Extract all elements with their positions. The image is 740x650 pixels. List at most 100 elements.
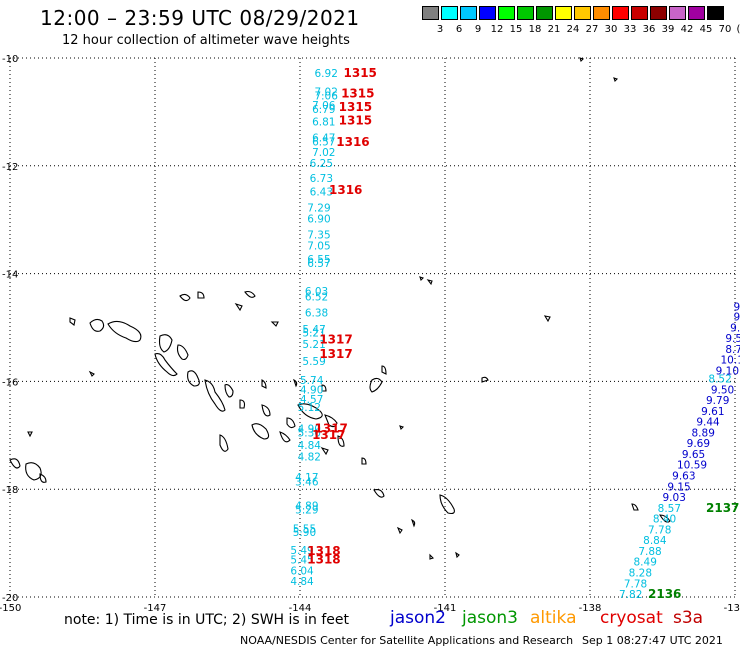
island <box>179 293 191 302</box>
wave-height-label: 6.73 <box>310 173 333 185</box>
wave-height-label: 9.65 <box>682 449 705 461</box>
wave-height-label: 4.17 <box>295 472 318 484</box>
island <box>25 462 42 481</box>
wave-height-label: 4.84 <box>290 576 314 588</box>
wave-height-label: 6.38 <box>305 308 328 320</box>
wave-height-label: 1318 <box>307 553 340 567</box>
island <box>659 514 671 523</box>
wave-height-label: 4.90 <box>298 424 321 436</box>
island <box>27 431 33 438</box>
island <box>293 378 298 388</box>
island <box>88 370 95 377</box>
scale-label: 70 <box>718 24 732 35</box>
legend-entry: cryosat <box>600 608 663 628</box>
island <box>337 435 345 447</box>
legend-entry: altika <box>530 608 577 628</box>
island <box>219 434 229 452</box>
island <box>234 302 243 312</box>
scale-label: 24 <box>566 24 580 35</box>
scale-swatch <box>650 6 667 20</box>
scale-label: 6 <box>455 24 463 35</box>
wave-height-label: 9.92 <box>734 311 740 323</box>
wave-height-label: 9.69 <box>687 438 710 450</box>
wave-height-label: 9.63 <box>672 470 695 482</box>
wave-height-label: 5.30 <box>298 427 321 439</box>
wave-height-label: 7.78 <box>624 578 647 590</box>
wave-height-label: 5.55 <box>293 523 316 535</box>
scale-label: 33 <box>623 24 637 35</box>
island <box>613 77 619 83</box>
map-grid: -150 -147 -144 -141 -138 -135 -10 -12 -14 -16 -18 -… <box>0 54 740 614</box>
island <box>224 384 234 398</box>
island <box>239 399 246 409</box>
wave-height-label: 8.70 <box>725 344 740 356</box>
island <box>396 526 403 535</box>
wave-height-label: 1316 <box>336 135 369 149</box>
scale-swatch <box>460 6 477 20</box>
wave-height-label: 7.02 <box>312 147 335 159</box>
scale-label: 45 <box>699 24 713 35</box>
wave-height-label: 4.90 <box>300 384 323 396</box>
wave-height-label: 7.88 <box>638 546 661 558</box>
wave-height-label: 4.82 <box>298 452 321 464</box>
wave-height-label: 8.40 <box>653 514 676 526</box>
wave-height-label: 1317 <box>319 347 352 361</box>
wave-height-label: 6.57 <box>307 258 330 270</box>
page-title: 12:00 – 23:59 UTC 08/29/2021 <box>40 6 360 30</box>
wave-height-label: 6.92 <box>315 68 338 80</box>
lon-tick-label: -147 <box>144 603 167 614</box>
lat-tick-label: -10 <box>2 54 18 65</box>
scale-swatch <box>593 6 610 20</box>
island <box>324 414 338 428</box>
wave-height-label: 9.80 <box>730 322 740 334</box>
wave-height-label: 6.79 <box>312 104 335 116</box>
island <box>543 315 551 323</box>
island <box>439 494 455 515</box>
wave-height-label: 9.61 <box>701 406 724 418</box>
wave-height-label: 5.29 <box>295 504 318 516</box>
wave-height-label: 5.21 <box>302 328 325 340</box>
scale-swatch <box>517 6 534 20</box>
wave-height-label: 7.29 <box>307 203 330 215</box>
wave-height-label: 2136 <box>648 587 681 601</box>
wave-height-label: 5.59 <box>302 356 325 368</box>
scale-swatch <box>441 6 458 20</box>
lon-tick-label: -144 <box>289 603 312 614</box>
scale-label: 12 <box>490 24 504 35</box>
island <box>107 320 142 343</box>
island <box>481 376 489 383</box>
scale-swatch <box>498 6 515 20</box>
wave-height-label: 9.50 <box>711 384 734 396</box>
wave-height-label: 7.35 <box>307 230 330 242</box>
island <box>261 404 271 417</box>
wave-height-label: 9.15 <box>667 481 690 493</box>
wave-height-label: 10.59 <box>677 460 707 472</box>
wave-height-label: 5.74 <box>300 375 324 387</box>
wave-height-label: 9.79 <box>706 395 729 407</box>
wave-height-label: 6.04 <box>290 565 314 577</box>
credit-text: NOAA/NESDIS Center for Satellite Applica… <box>240 634 574 647</box>
wave-height-label: 4.89 <box>295 501 318 513</box>
scale-label: 15 <box>509 24 523 35</box>
lon-tick-label: -150 <box>0 603 21 614</box>
wave-height-label: 5.21 <box>302 339 325 351</box>
wave-height-label: 7.02 <box>315 87 338 99</box>
wave-height-label: 8.49 <box>634 557 657 569</box>
wave-height-label: 5.47 <box>302 324 325 336</box>
wave-height-label: 7.82 <box>619 589 642 601</box>
island <box>419 276 425 282</box>
island <box>286 417 296 429</box>
wave-height-label: 5.49 <box>290 545 313 557</box>
scale-swatch <box>536 6 553 20</box>
wave-height-label: 1318 <box>307 544 340 558</box>
scale-swatch <box>688 6 705 20</box>
wave-height-label: 6.52 <box>305 292 328 304</box>
scale-swatch <box>669 6 686 20</box>
wave-height-label: 8.57 <box>658 503 681 515</box>
wave-height-label: 1315 <box>339 113 372 127</box>
legend-entry: jason2 <box>390 608 446 628</box>
island <box>270 321 279 327</box>
wave-height-label: 1317 <box>315 422 348 436</box>
wave-height-label: 2137 <box>706 501 739 515</box>
